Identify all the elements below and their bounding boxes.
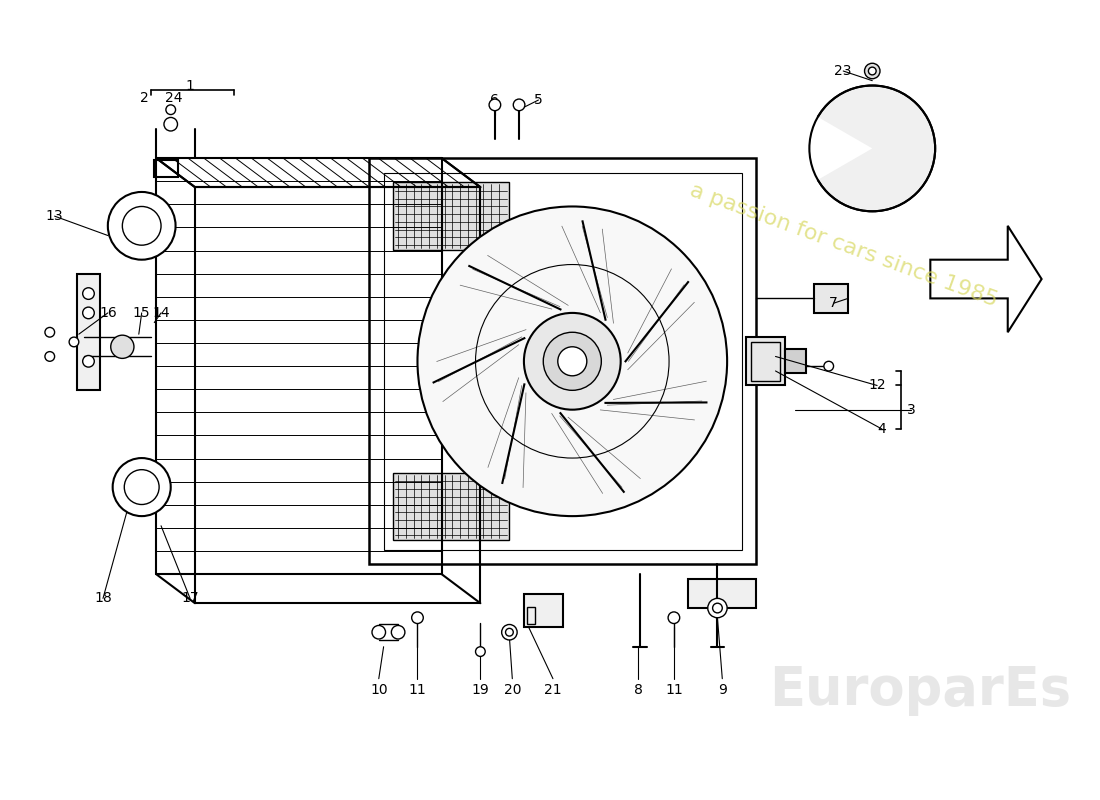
Circle shape xyxy=(490,99,500,110)
Circle shape xyxy=(824,362,834,371)
Text: 22: 22 xyxy=(825,132,843,146)
Text: 6: 6 xyxy=(491,93,499,107)
Circle shape xyxy=(392,626,405,639)
Circle shape xyxy=(707,598,727,618)
Text: 11: 11 xyxy=(408,683,427,698)
Circle shape xyxy=(810,86,935,211)
Circle shape xyxy=(82,355,95,367)
Bar xyxy=(384,173,741,550)
Bar xyxy=(154,160,178,178)
Text: 24: 24 xyxy=(165,91,183,105)
Bar xyxy=(814,284,848,313)
Text: 5: 5 xyxy=(535,93,542,107)
Text: 8: 8 xyxy=(634,683,642,698)
Text: 1: 1 xyxy=(186,78,195,93)
Circle shape xyxy=(713,603,723,613)
Text: 15: 15 xyxy=(133,306,151,320)
Text: 7: 7 xyxy=(829,296,838,310)
Circle shape xyxy=(112,458,170,516)
Circle shape xyxy=(475,646,485,657)
Bar xyxy=(524,594,562,627)
Text: 19: 19 xyxy=(472,683,490,698)
Bar xyxy=(394,473,509,540)
Text: a passion for cars since 1985: a passion for cars since 1985 xyxy=(686,180,1000,310)
Text: 13: 13 xyxy=(46,209,64,223)
Circle shape xyxy=(514,99,525,110)
Circle shape xyxy=(82,307,95,318)
Circle shape xyxy=(502,625,517,640)
Polygon shape xyxy=(931,226,1042,332)
Circle shape xyxy=(45,327,55,337)
Text: 2: 2 xyxy=(140,91,148,105)
Wedge shape xyxy=(807,116,872,181)
Text: 23: 23 xyxy=(835,64,852,78)
Circle shape xyxy=(164,118,177,131)
Circle shape xyxy=(108,192,176,260)
Text: 14: 14 xyxy=(152,306,169,320)
Circle shape xyxy=(111,335,134,358)
Circle shape xyxy=(82,288,95,299)
Bar xyxy=(751,342,780,381)
Circle shape xyxy=(868,67,876,75)
Circle shape xyxy=(166,105,176,114)
Circle shape xyxy=(372,626,385,639)
Circle shape xyxy=(45,352,55,362)
Text: 11: 11 xyxy=(666,683,683,698)
Circle shape xyxy=(524,313,620,410)
Text: 20: 20 xyxy=(504,683,521,698)
Text: 18: 18 xyxy=(95,591,112,606)
Circle shape xyxy=(668,612,680,623)
Circle shape xyxy=(865,63,880,78)
Text: EuroparEs: EuroparEs xyxy=(770,664,1071,716)
Text: 17: 17 xyxy=(182,591,199,606)
Circle shape xyxy=(418,206,727,516)
Circle shape xyxy=(69,337,79,346)
Text: 4: 4 xyxy=(878,422,887,436)
Circle shape xyxy=(543,332,602,390)
Bar xyxy=(785,349,806,373)
Text: 12: 12 xyxy=(868,378,886,393)
Bar xyxy=(689,579,756,608)
Bar xyxy=(394,182,509,250)
Bar xyxy=(77,274,100,390)
Bar xyxy=(747,337,785,386)
Circle shape xyxy=(411,612,424,623)
Text: 3: 3 xyxy=(906,402,915,417)
Text: 16: 16 xyxy=(99,306,117,320)
Bar xyxy=(527,607,535,625)
Text: 21: 21 xyxy=(544,683,562,698)
Text: 10: 10 xyxy=(370,683,387,698)
Circle shape xyxy=(506,628,514,636)
Circle shape xyxy=(558,346,586,376)
Text: 9: 9 xyxy=(718,683,727,698)
Bar xyxy=(370,158,756,565)
